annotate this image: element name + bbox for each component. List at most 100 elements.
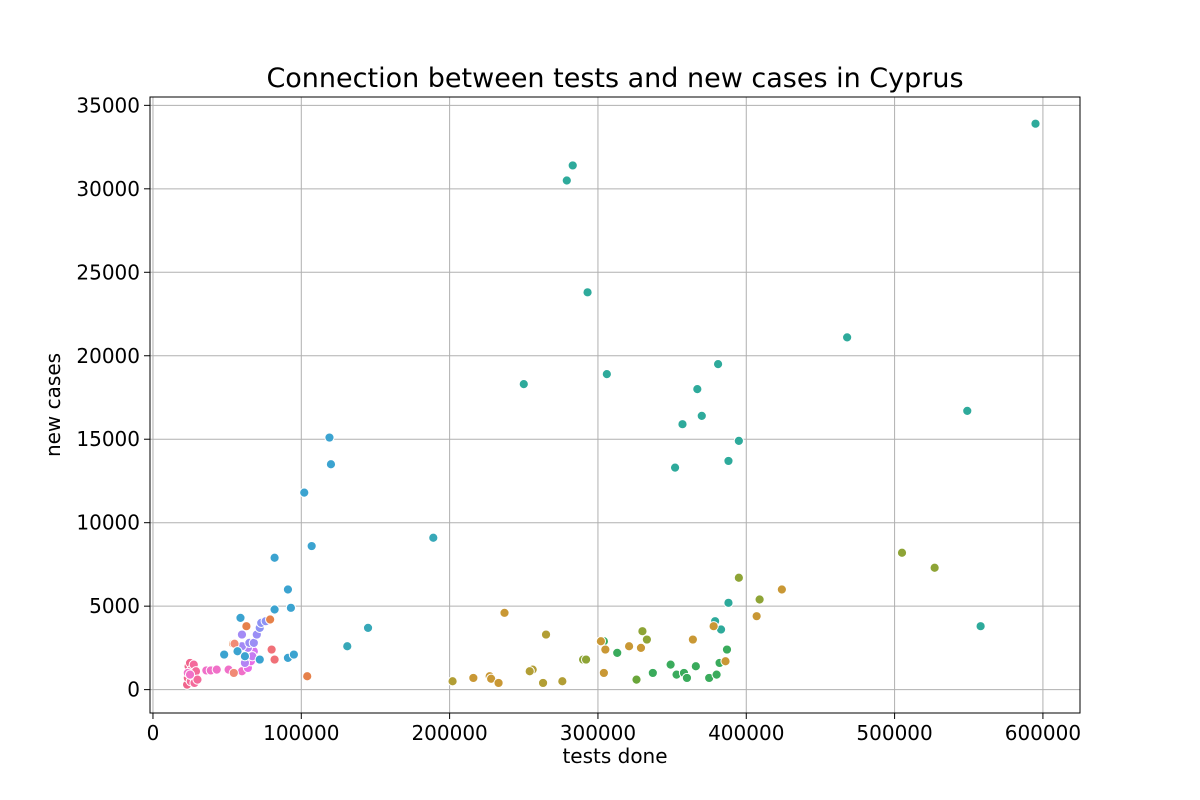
data-point (733, 572, 744, 583)
data-point (282, 584, 294, 595)
data-point (428, 532, 439, 543)
data-point (468, 672, 479, 684)
data-point (665, 659, 676, 670)
y-tick-label: 15000 (76, 427, 140, 451)
x-tick-label: 0 (147, 721, 160, 745)
data-point (232, 646, 243, 657)
y-tick-label: 20000 (76, 344, 140, 368)
x-tick-label: 600000 (1005, 721, 1081, 745)
data-point (601, 369, 612, 380)
x-tick-label: 300000 (560, 721, 636, 745)
data-point (362, 622, 374, 633)
data-point (228, 667, 239, 679)
data-point (518, 379, 529, 390)
y-tick-label: 10000 (76, 511, 140, 535)
x-tick-label: 100000 (263, 721, 339, 745)
data-point (612, 647, 623, 659)
data-point (239, 651, 251, 662)
data-point (647, 667, 658, 679)
data-point (524, 666, 535, 677)
data-point (211, 664, 222, 675)
axis-ticks: 0 100000 200000 300000 400000 500000 600000 0 50… (76, 93, 1081, 745)
data-point (567, 160, 578, 171)
data-point (723, 455, 734, 467)
data-point (692, 384, 703, 395)
x-tick-label: 500000 (856, 721, 932, 745)
data-point (733, 435, 744, 446)
data-point (637, 626, 648, 637)
data-point (254, 654, 265, 665)
data-point (623, 641, 635, 652)
data-point (561, 175, 572, 186)
data-point (842, 332, 853, 343)
data-point (669, 462, 681, 473)
data-point (635, 642, 647, 653)
y-tick-label: 30000 (76, 177, 140, 201)
data-point (687, 634, 698, 645)
data-point (557, 676, 568, 687)
y-tick-label: 35000 (76, 93, 140, 117)
data-point (631, 674, 642, 685)
x-tick-label: 200000 (411, 721, 487, 745)
data-point (896, 547, 908, 558)
data-point (595, 636, 607, 647)
data-point (269, 552, 280, 563)
data-point (696, 410, 707, 421)
data-point (690, 661, 701, 672)
data-point (269, 654, 280, 665)
data-point (600, 644, 611, 655)
x-axis-label: tests done (562, 744, 667, 768)
data-point (269, 604, 280, 615)
data-point (342, 641, 353, 652)
y-tick-label: 5000 (89, 594, 140, 618)
data-point (265, 614, 276, 625)
data-point (1030, 118, 1041, 129)
grid (150, 97, 1080, 713)
data-point (241, 621, 252, 632)
data-point (235, 612, 246, 623)
y-axis-label: new cases (41, 353, 65, 457)
data-points (181, 118, 1041, 690)
data-point (447, 676, 458, 687)
data-point (711, 669, 722, 680)
y-tick-label: 25000 (76, 260, 140, 284)
data-point (721, 644, 733, 655)
data-point (302, 671, 313, 682)
data-point (537, 677, 549, 689)
data-point (236, 629, 248, 640)
data-point (598, 667, 609, 679)
data-point (751, 611, 762, 622)
data-point (248, 637, 259, 648)
chart-title: Connection between tests and new cases i… (266, 63, 963, 94)
x-tick-label: 400000 (708, 721, 784, 745)
data-point (540, 629, 552, 640)
data-point (720, 656, 731, 667)
data-point (306, 540, 317, 552)
data-point (325, 459, 337, 470)
data-point (288, 649, 299, 660)
data-point (677, 419, 688, 430)
data-point (192, 674, 203, 685)
y-tick-label: 0 (127, 678, 140, 702)
data-point (975, 621, 986, 632)
data-point (324, 432, 335, 443)
data-point (582, 287, 593, 298)
data-point (219, 649, 230, 660)
data-point (641, 634, 652, 645)
data-point (266, 644, 277, 655)
data-point (712, 359, 724, 370)
data-point (776, 584, 787, 595)
plot-frame (149, 96, 1081, 714)
data-point (708, 621, 719, 632)
data-point (184, 669, 196, 680)
data-point (499, 607, 510, 618)
data-point (285, 602, 297, 613)
data-point (681, 672, 693, 684)
data-point (299, 487, 310, 498)
data-point (723, 597, 734, 608)
data-point (754, 594, 765, 605)
data-point (929, 562, 940, 573)
data-point (580, 654, 592, 665)
